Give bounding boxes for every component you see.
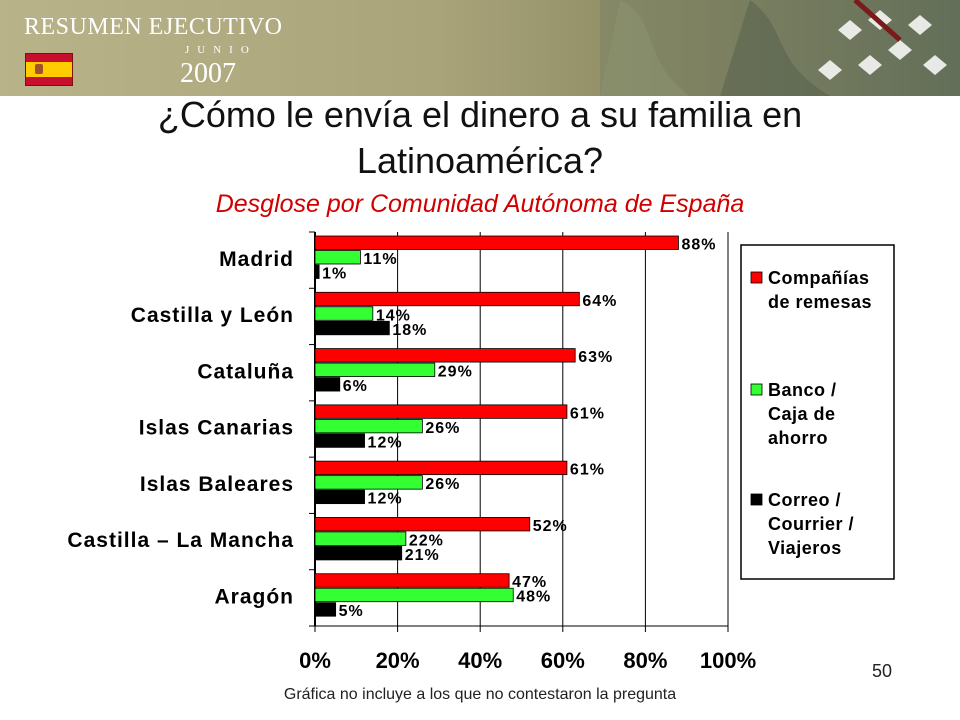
data-label: 52% [533, 518, 568, 535]
data-label: 64% [582, 293, 617, 310]
legend-label: Correo / [768, 490, 841, 510]
data-label: 26% [425, 420, 460, 437]
bar [314, 573, 510, 588]
bar [314, 602, 337, 617]
x-tick-label: 60% [541, 648, 585, 673]
category-label: Islas Canarias [139, 417, 294, 440]
bar [314, 460, 568, 476]
data-label: 11% [363, 251, 397, 268]
data-label: 14% [376, 307, 411, 324]
data-label: 88% [681, 237, 716, 254]
brand-title: RESUMEN EJECUTIVO [24, 14, 283, 40]
page-subtitle: Desglose por Comunidad Autónoma de Españ… [215, 190, 745, 218]
data-label: 22% [409, 532, 444, 549]
x-tick-label: 40% [458, 648, 502, 673]
x-tick-label: 0% [299, 648, 331, 673]
legend-label: Caja de [768, 404, 836, 424]
legend-swatch [750, 493, 763, 506]
data-label: 6% [343, 378, 368, 395]
x-tick-label: 20% [376, 648, 420, 673]
data-label: 61% [570, 405, 605, 422]
page-title: ¿Cómo le envía el dinero a su familia en… [157, 94, 803, 181]
bar [314, 291, 580, 307]
category-label: Islas Baleares [140, 473, 294, 496]
bar [314, 235, 679, 250]
bar [314, 433, 365, 448]
legend-label: de remesas [768, 292, 872, 312]
bar [314, 587, 514, 603]
legend-box [740, 244, 895, 580]
legend-label: ahorro [768, 428, 828, 448]
legend-label: Compañías [768, 268, 870, 288]
category-label: Castilla y León [131, 304, 294, 327]
bar [314, 250, 361, 265]
bar-chart: 0% 20% 40% 60% 80% 100% Madrid 88% 11% 1% Castilla… [67, 231, 895, 673]
bar [314, 475, 423, 490]
bar [314, 377, 341, 392]
bar [314, 264, 320, 279]
data-label: 5% [339, 603, 364, 620]
map-decoration [600, 0, 960, 96]
legend-swatch [750, 271, 763, 284]
bar [314, 362, 436, 377]
data-label: 26% [425, 476, 460, 493]
bar [314, 517, 531, 532]
category-label: Castilla – La Mancha [67, 529, 294, 552]
data-label: 47% [512, 574, 547, 591]
chart-footnote: Gráfica no incluye a los que no contesta… [283, 686, 677, 703]
legend-swatch [750, 383, 763, 396]
category-label: Madrid [219, 248, 294, 271]
legend-label: Banco / [768, 380, 837, 400]
data-label: 48% [516, 589, 551, 606]
data-label: 21% [405, 547, 440, 564]
brand-month: JUNIO [185, 44, 257, 56]
data-label: 63% [578, 349, 613, 366]
data-label: 12% [368, 491, 403, 508]
bar [314, 489, 365, 505]
bar [314, 404, 568, 419]
bar [314, 320, 390, 336]
bar [314, 418, 423, 434]
x-tick-label: 100% [700, 648, 756, 673]
spain-flag-icon [25, 53, 73, 86]
data-label: 61% [570, 462, 605, 479]
category-label: Aragón [215, 585, 295, 608]
legend-label: Viajeros [768, 538, 842, 558]
x-tick-label: 80% [623, 648, 667, 673]
header-banner: RESUMEN EJECUTIVO JUNIO 2007 [0, 0, 960, 96]
brand-year: 2007 [180, 58, 236, 89]
bar [314, 348, 576, 363]
category-label: Cataluña [197, 360, 294, 383]
data-label: 29% [438, 364, 473, 381]
legend-label: Courrier / [768, 514, 854, 534]
bar [314, 306, 374, 321]
data-label: 18% [392, 322, 427, 339]
bar [314, 531, 407, 546]
data-label: 12% [368, 434, 403, 451]
data-label: 1% [322, 266, 347, 283]
page-number: 50 [872, 661, 893, 681]
bar [314, 546, 403, 561]
